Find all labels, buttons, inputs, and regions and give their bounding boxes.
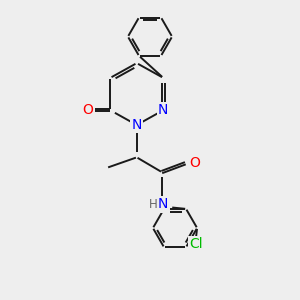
Text: N: N xyxy=(158,103,168,117)
Text: Cl: Cl xyxy=(189,237,202,251)
Text: N: N xyxy=(158,197,168,212)
Text: O: O xyxy=(189,156,200,170)
Text: H: H xyxy=(149,198,158,211)
Text: N: N xyxy=(132,118,142,132)
Text: O: O xyxy=(83,103,94,117)
